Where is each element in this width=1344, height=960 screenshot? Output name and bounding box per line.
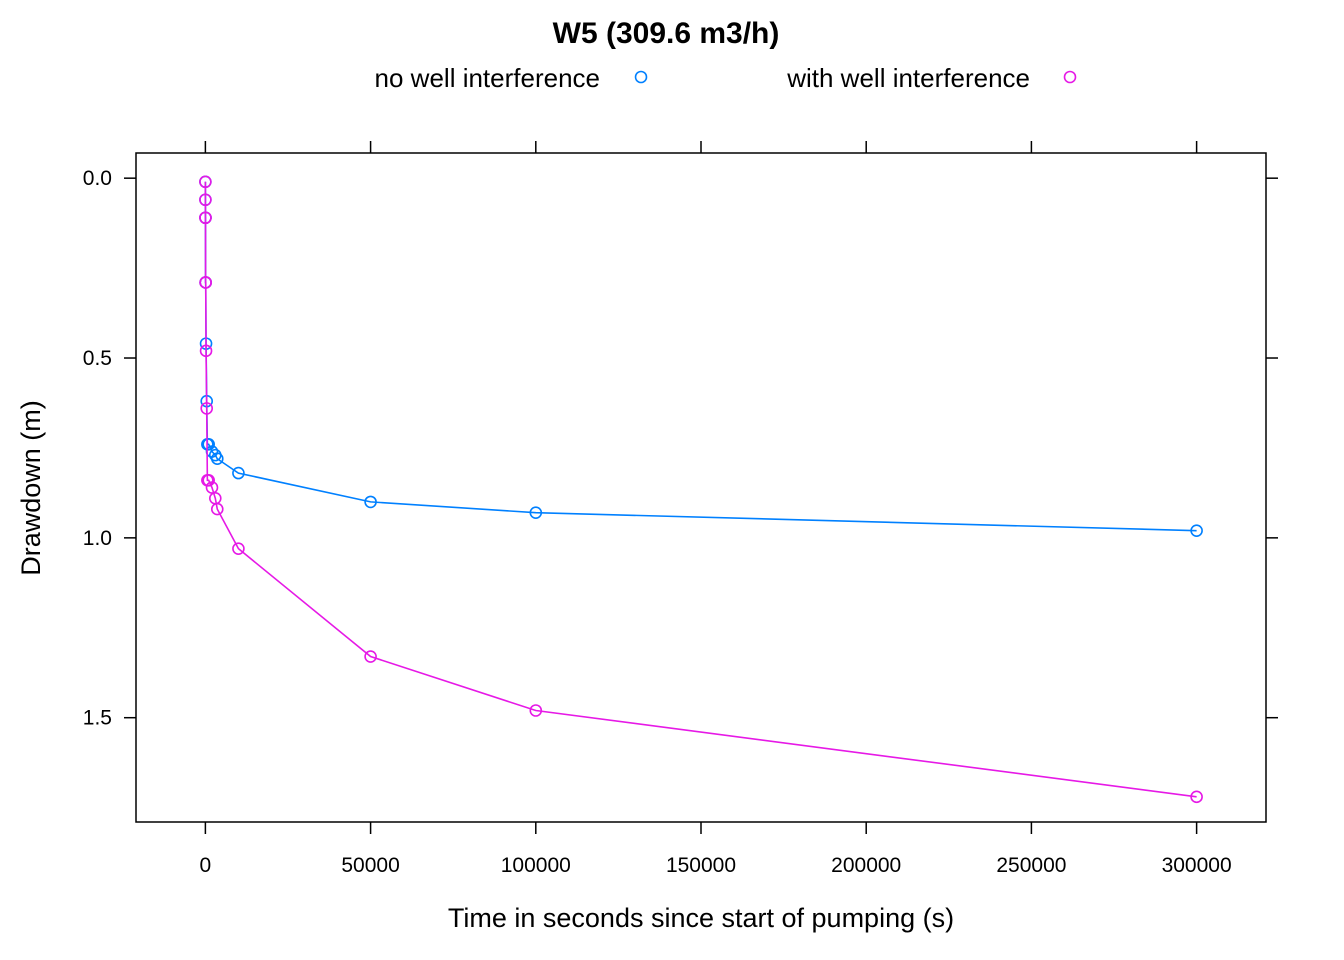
- legend: no well interference with well interfere…: [375, 63, 1077, 93]
- data-point-with-interference: [210, 502, 224, 516]
- x-tick-label: 100000: [501, 854, 571, 877]
- y-tick-label: 0.0: [83, 167, 112, 190]
- x-axis: 0 50000 100000 150000 200000 250000 300000: [200, 141, 1232, 877]
- x-tick-label: 200000: [831, 854, 901, 877]
- series-line-with-interference: [204, 181, 1197, 798]
- data-point-with-interference: [232, 542, 245, 555]
- data-point-with-interference: [202, 474, 215, 487]
- data-point-with-interference: [199, 175, 212, 189]
- y-tick-label: 0.5: [83, 347, 112, 370]
- x-tick-label: 300000: [1162, 854, 1232, 877]
- series-line-no-interference: [204, 181, 1197, 532]
- data-point-no-interference: [529, 506, 543, 519]
- data-point-no-interference: [232, 466, 245, 480]
- x-tick-label: 50000: [341, 854, 399, 877]
- data-point-with-interference: [1190, 790, 1203, 804]
- data-point-with-interference: [199, 276, 213, 289]
- data-point-with-interference: [200, 402, 214, 415]
- data-point-no-interference: [210, 452, 224, 466]
- x-tick-label: 0: [200, 854, 212, 877]
- legend-label-with-interference: with well interference: [786, 63, 1030, 93]
- legend-label-no-interference: no well interference: [375, 63, 600, 93]
- chart-title: W5 (309.6 m3/h): [553, 17, 780, 50]
- legend-marker-with-interference: [1063, 70, 1077, 84]
- legend-marker-no-interference: [634, 70, 648, 84]
- x-axis-label: Time in seconds since start of pumping (…: [448, 903, 954, 933]
- data-point-with-interference: [199, 193, 212, 207]
- data-point-no-interference: [1190, 524, 1203, 537]
- y-tick-label: 1.0: [83, 527, 112, 550]
- data-point-no-interference: [364, 495, 377, 509]
- x-tick-label: 150000: [666, 854, 736, 877]
- data-point-no-interference: [202, 438, 215, 451]
- y-axis-label: Drawdown (m): [16, 400, 46, 576]
- data-point-with-interference: [199, 344, 213, 358]
- data-point-with-interference: [364, 650, 377, 663]
- series-layer: [199, 175, 1203, 804]
- x-tick-label: 250000: [996, 854, 1066, 877]
- y-axis: 0.0 0.5 1.0 1.5: [83, 167, 1278, 730]
- data-point-with-interference: [529, 704, 543, 717]
- y-tick-label: 1.5: [83, 707, 112, 730]
- data-point-with-interference: [199, 211, 212, 225]
